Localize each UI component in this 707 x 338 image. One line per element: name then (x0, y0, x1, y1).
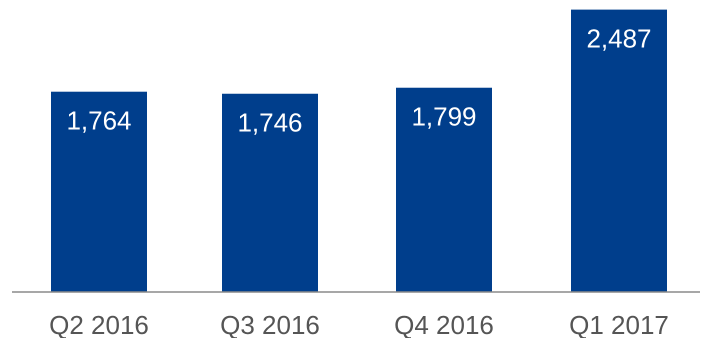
bar-value-label: 1,764 (66, 106, 131, 136)
bars-layer (51, 9, 667, 293)
x-tick-label: Q2 2016 (49, 310, 149, 338)
labels-layer: 1,764 Q2 2016 1,746 Q3 2016 1,799 Q4 2016 2,48… (49, 24, 669, 338)
bar-value-label: 2,487 (586, 24, 651, 54)
bar-q1-2017 (571, 9, 667, 293)
x-tick-label: Q3 2016 (220, 310, 320, 338)
bar-q4-2016 (396, 87, 492, 292)
bar-value-label: 1,799 (411, 102, 476, 132)
bar-q3-2016 (222, 93, 318, 293)
bar-value-label: 1,746 (237, 108, 302, 138)
bar-q2-2016 (51, 91, 147, 293)
x-tick-label: Q1 2017 (569, 310, 669, 338)
x-tick-label: Q4 2016 (394, 310, 494, 338)
